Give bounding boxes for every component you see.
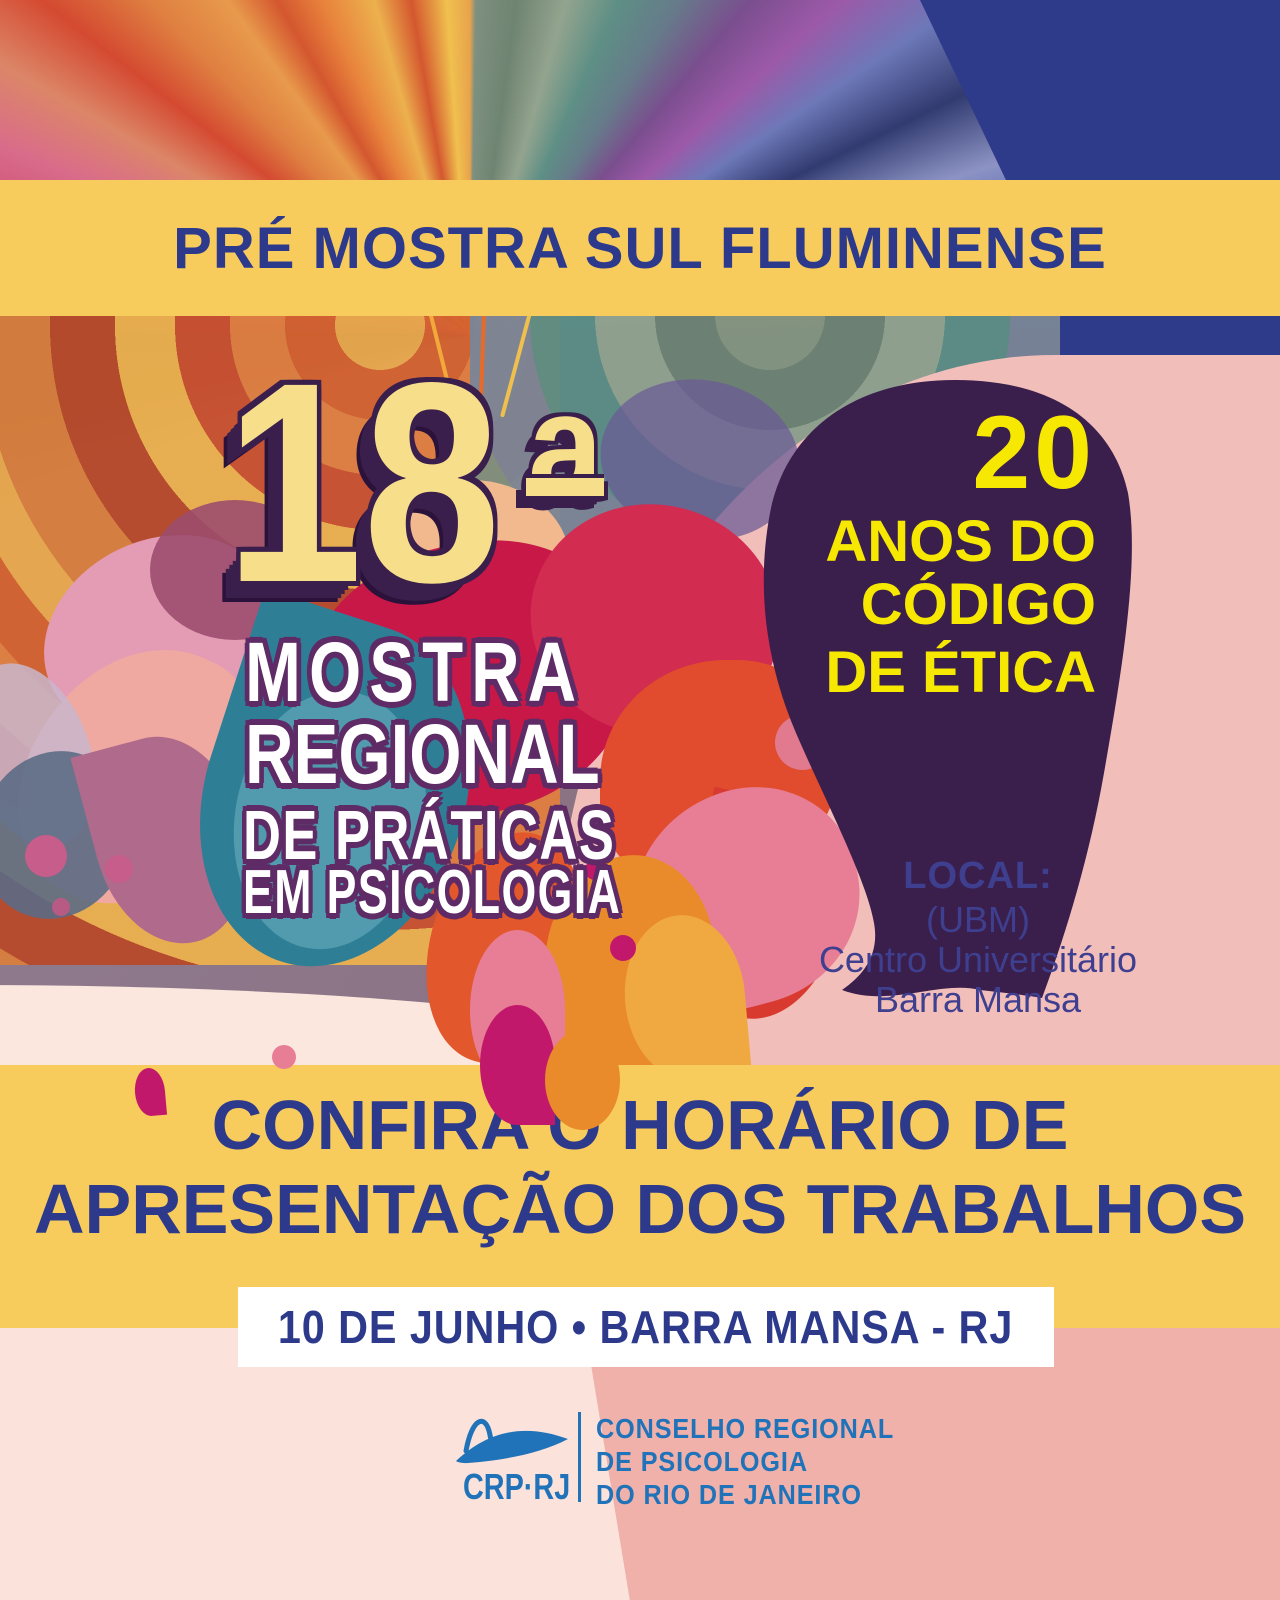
crp-bird-logo-icon bbox=[456, 1418, 568, 1464]
location-line: Centro Universitário bbox=[818, 939, 1138, 980]
badge-line: ANOS DO bbox=[825, 509, 1096, 574]
decor-dot bbox=[272, 1045, 296, 1069]
crp-acronym: CRP·RJ bbox=[463, 1466, 571, 1507]
title-line-em-psicologia: EM PSICOLOGIA bbox=[243, 858, 622, 927]
decor-dot bbox=[52, 898, 70, 916]
anniversary-badge: 20 ANOS DO CÓDIGO DE ÉTICA bbox=[740, 400, 1096, 704]
badge-line: CÓDIGO bbox=[860, 572, 1096, 637]
date-bar-text: 10 DE JUNHO • BARRA MANSA - RJ bbox=[278, 1301, 1014, 1353]
speech-bubble-shape bbox=[763, 380, 1132, 998]
bottom-background-dark bbox=[584, 1328, 1280, 1600]
org-line: DO RIO DE JANEIRO bbox=[596, 1479, 862, 1510]
top-banner-text: PRÉ MOSTRA SUL FLUMINENSE bbox=[173, 215, 1107, 281]
edition-ordinal-indicator: a bbox=[528, 361, 604, 529]
decor-dot bbox=[105, 855, 133, 883]
top-banner: PRÉ MOSTRA SUL FLUMINENSE bbox=[0, 180, 1280, 316]
org-name-block: CONSELHO REGIONAL DE PSICOLOGIA DO RIO D… bbox=[596, 1412, 894, 1511]
cta-banner: CONFIRA O HORÁRIO DE APRESENTAÇÃO DOS TR… bbox=[0, 1065, 1280, 1328]
cta-line1: CONFIRA O HORÁRIO DE bbox=[211, 1086, 1069, 1164]
decor-drip-orange bbox=[545, 1030, 620, 1130]
title-line-regional: REGIONAL bbox=[245, 707, 600, 801]
title-line-de-praticas: DE PRÁTICAS bbox=[243, 796, 616, 874]
cta-line2: APRESENTAÇÃO DOS TRABALHOS bbox=[33, 1170, 1247, 1248]
decor-dot bbox=[585, 860, 605, 880]
decor-drip-magenta bbox=[480, 1005, 555, 1125]
decor-dot bbox=[25, 835, 67, 877]
decor-dot bbox=[610, 935, 636, 961]
org-line: DE PSICOLOGIA bbox=[596, 1446, 808, 1477]
title-line-mostra: MOSTRA bbox=[245, 625, 585, 719]
badge-line: DE ÉTICA bbox=[825, 640, 1096, 705]
edition-number: 18 bbox=[225, 324, 501, 642]
location-line: Barra Mansa bbox=[874, 979, 1082, 1020]
edition-ordinal-underline bbox=[526, 478, 604, 496]
date-bar: 10 DE JUNHO • BARRA MANSA - RJ bbox=[238, 1287, 1054, 1367]
location-label: LOCAL: bbox=[903, 855, 1053, 897]
org-line: CONSELHO REGIONAL bbox=[596, 1413, 895, 1444]
location-line: (UBM) bbox=[926, 899, 1030, 940]
location-block: LOCAL: (UBM) Centro Universitário Barra … bbox=[768, 852, 1188, 1020]
logo-divider bbox=[578, 1412, 581, 1502]
badge-20: 20 bbox=[972, 395, 1096, 511]
